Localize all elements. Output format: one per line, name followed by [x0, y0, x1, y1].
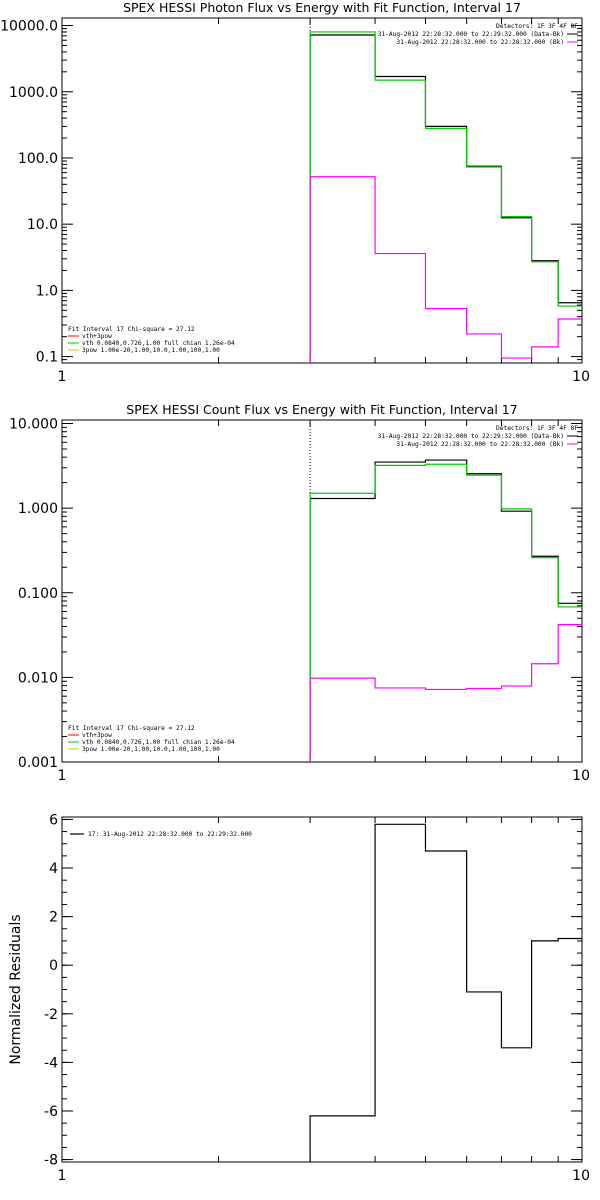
- plot-data: [309, 420, 582, 762]
- y-tick-label: 0.010: [18, 670, 58, 686]
- y-tick-label: 1.000: [18, 501, 58, 517]
- legend-right-header: Detectors: 1F 3F 4F 8F: [496, 425, 578, 432]
- y-tick-label: 0.1: [36, 350, 58, 366]
- y-tick-label: 2: [49, 910, 58, 926]
- legend-left-item: vth 0.0840,0.726,1.00 full chian 1.26e-0…: [82, 739, 235, 746]
- y-tick-label: 10000.0: [0, 19, 58, 35]
- plot-frame: [61, 816, 583, 1163]
- plot-frame: [61, 419, 583, 763]
- x-tick-label: 10: [572, 768, 590, 784]
- y-tick-label: 10.0: [27, 217, 58, 233]
- y-tick-label: 1.0: [36, 283, 58, 299]
- plot-data: [309, 18, 582, 363]
- y-tick-label: 4: [49, 861, 58, 877]
- legend-right-item: 31-Aug-2012 22:28:32.000 to 22:28:32.000…: [396, 441, 564, 448]
- chart-panel-1: SPEX HESSI Photon Flux vs Energy with Fi…: [0, 0, 590, 385]
- y-tick-label: 10.000: [9, 417, 58, 433]
- legend-left-item: vth 0.0840,0.726,1.00 full chian 1.26e-0…: [82, 340, 235, 347]
- y-tick-label: -8: [44, 1153, 58, 1169]
- chart-panel-3: Normalized Residuals 1 10 -8 -6 -4 -2 0 2 4 6 17: 3…: [8, 812, 590, 1184]
- y-axis-label: Normalized Residuals: [8, 914, 24, 1064]
- series-1-histogram: [309, 459, 582, 762]
- series-3-histogram: [309, 624, 582, 762]
- series-3-histogram: [309, 176, 582, 363]
- series-2-histogram: [309, 31, 582, 363]
- plot-frame: [61, 17, 583, 364]
- legend-left-item: 17: 31-Aug-2012 22:28:32.000 to 22:29:32…: [88, 831, 252, 838]
- chart-panel-2: SPEX HESSI Count Flux vs Energy with Fit…: [9, 402, 590, 784]
- legend-left-item: vth+3pow: [82, 333, 112, 340]
- legend-right-header: Detectors: 1F 3F 4F 8F: [496, 23, 578, 30]
- legend-left-item: 3pow 1.00e-20,1.00,10.0,1.00,100,1.00: [82, 347, 220, 354]
- chart-title: SPEX HESSI Count Flux vs Energy with Fit…: [126, 402, 517, 417]
- x-tick-label: 1: [58, 369, 67, 385]
- y-tick-label: -6: [44, 1104, 58, 1120]
- y-tick-label: 0: [49, 958, 58, 974]
- legend-left-item: vth+3pow: [82, 732, 112, 739]
- legend-left-header: Fit Interval 17 Chi-square = 27.12: [68, 326, 195, 333]
- legend-left-item: 3pow 1.00e-20,1.00,10.0,1.00,100,1.00: [82, 746, 220, 753]
- x-tick-label: 10: [572, 369, 590, 385]
- x-tick-label: 1: [58, 768, 67, 784]
- y-tick-label: -2: [44, 1007, 58, 1023]
- legend-right-item: 31-Aug-2012 22:28:32.000 to 22:29:32.000…: [378, 433, 564, 440]
- chart-title: SPEX HESSI Photon Flux vs Energy with Fi…: [123, 0, 521, 15]
- plot-data: [309, 823, 582, 1162]
- y-tick-label: 0.100: [18, 586, 58, 602]
- y-tick-label: 6: [49, 812, 58, 828]
- series-2-histogram: [309, 463, 582, 762]
- y-tick-label: 1000.0: [9, 85, 58, 101]
- legend-right-item: 31-Aug-2012 22:28:32.000 to 22:29:32.000…: [378, 31, 564, 38]
- series-1-histogram: [309, 823, 582, 1162]
- x-tick-label: 1: [58, 1168, 67, 1184]
- y-tick-label: 100.0: [18, 151, 58, 167]
- series-1-histogram: [309, 34, 582, 363]
- x-tick-label: 10: [572, 1168, 590, 1184]
- y-tick-label: 0.001: [18, 755, 58, 771]
- legend-right-item: 31-Aug-2012 22:28:32.000 to 22:28:32.000…: [396, 39, 564, 46]
- legend-left-header: Fit Interval 17 Chi-square = 27.12: [68, 725, 195, 732]
- y-tick-label: -4: [44, 1055, 58, 1071]
